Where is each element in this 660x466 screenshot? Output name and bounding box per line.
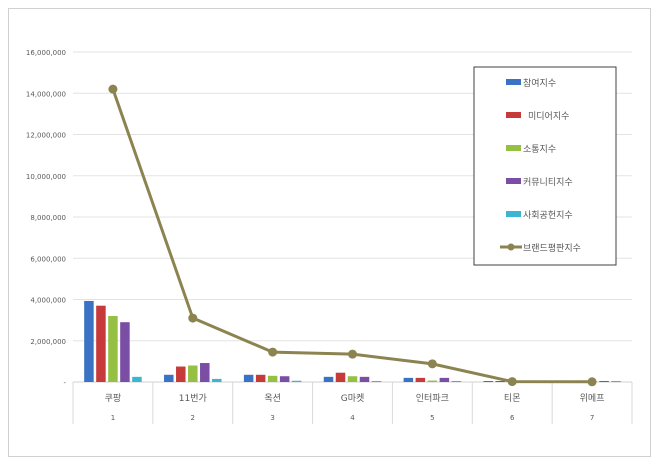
bar-4	[611, 381, 621, 382]
category-label: 티몬	[504, 393, 521, 404]
category-label: 인터파크	[416, 393, 449, 404]
legend-swatch	[506, 178, 521, 184]
bar-1	[415, 377, 426, 382]
bar-0	[243, 374, 254, 382]
category-number: 1	[111, 414, 115, 422]
category-number: 3	[270, 414, 274, 422]
bar-1	[335, 372, 346, 382]
bar-4	[451, 380, 462, 382]
line-point	[348, 349, 357, 359]
category-number: 6	[510, 414, 515, 422]
line-point	[108, 84, 118, 94]
bar-3	[200, 363, 210, 382]
category-label: G마켓	[341, 393, 365, 404]
bar-1	[176, 366, 186, 382]
bar-0	[84, 300, 94, 382]
legend-label: 사회공헌지수	[523, 210, 573, 221]
bar-4	[291, 380, 302, 382]
line-point	[188, 313, 198, 323]
category-number: 2	[191, 414, 195, 422]
y-tick-label: 10,000,000	[26, 173, 66, 181]
legend-label: 소통지수	[523, 144, 556, 155]
legend-swatch	[506, 145, 521, 151]
bar-0	[164, 374, 174, 382]
bar-2	[108, 316, 118, 382]
y-tick-label: 6,000,000	[30, 255, 66, 263]
bar-3	[359, 376, 370, 382]
bar-4	[132, 376, 142, 382]
bar-3	[599, 381, 609, 382]
legend-marker	[507, 243, 515, 251]
legend-label: 커뮤니티지수	[523, 177, 573, 188]
line-point	[587, 377, 597, 387]
legend-swatch	[506, 211, 521, 217]
y-tick-label: 8,000,000	[30, 214, 66, 222]
y-tick-label: 16,000,000	[26, 49, 66, 57]
y-tick-label: 14,000,000	[26, 90, 66, 98]
line-point	[268, 347, 278, 357]
bar-3	[120, 322, 130, 382]
category-number: 7	[590, 414, 594, 422]
legend-label: 참여지수	[523, 77, 556, 89]
bar-0	[483, 381, 493, 382]
bar-2	[347, 376, 358, 382]
bar-0	[403, 377, 414, 382]
chart-frame	[8, 8, 651, 457]
bar-4	[212, 378, 222, 382]
bar-1	[495, 381, 505, 382]
y-tick-label: 2,000,000	[30, 338, 66, 346]
line-point	[427, 359, 437, 369]
y-tick-label: 12,000,000	[26, 132, 66, 140]
y-tick-label: 4,000,000	[30, 297, 66, 305]
bar-2	[188, 365, 198, 382]
legend-label: 브랜드평판지수	[523, 243, 581, 254]
category-label: 옥션	[264, 393, 281, 404]
legend-swatch	[506, 112, 521, 118]
bar-1	[255, 374, 266, 382]
y-tick-label: -	[63, 379, 66, 387]
bar-0	[323, 376, 334, 382]
category-number: 5	[430, 414, 434, 422]
category-label: 11번가	[179, 393, 207, 404]
bar-3	[279, 376, 290, 382]
legend-label: 미디어지수	[528, 111, 569, 122]
bar-1	[96, 305, 106, 382]
bar-3	[439, 377, 450, 382]
legend-swatch	[506, 79, 521, 85]
category-label: 위메프	[580, 393, 605, 404]
legend-box	[473, 66, 617, 266]
category-label: 쿠팡	[105, 393, 122, 404]
category-number: 4	[350, 414, 355, 422]
bar-4	[371, 381, 382, 382]
line-point	[507, 377, 517, 387]
bar-2	[427, 380, 438, 382]
bar-2	[267, 375, 278, 382]
